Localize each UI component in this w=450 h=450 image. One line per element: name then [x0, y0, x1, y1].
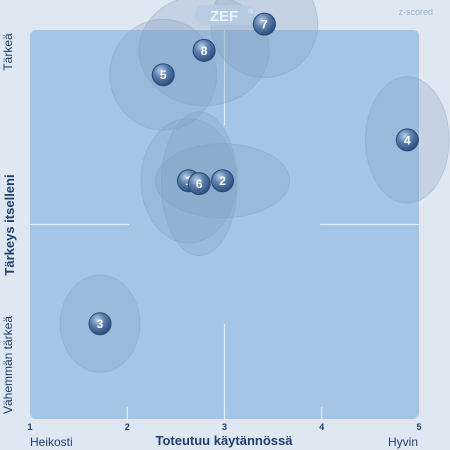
point-label: 2 — [219, 174, 226, 188]
x-tick-label: 4 — [319, 422, 324, 432]
point-marker — [395, 128, 419, 152]
point-marker — [252, 12, 276, 36]
data-point-5[interactable]: 5 — [151, 63, 175, 87]
point-label: 6 — [196, 177, 203, 191]
x-tick-label: 5 — [416, 422, 421, 432]
x-tick-label: 2 — [125, 422, 130, 432]
point-label: 4 — [404, 133, 411, 147]
logo-text: ZEF — [210, 8, 238, 25]
mode-label: z-scored — [398, 7, 433, 17]
data-point-8[interactable]: 8 — [192, 38, 216, 62]
x-tick-label: 3 — [222, 422, 227, 432]
x-low-label: Heikosti — [30, 435, 73, 449]
data-points: 12345678 — [88, 12, 419, 336]
point-marker — [192, 38, 216, 62]
y-low-label: Vähemmän tärkeä — [1, 316, 15, 414]
data-point-3[interactable]: 3 — [88, 312, 112, 336]
data-point-2[interactable]: 2 — [211, 169, 235, 193]
grid-lines — [30, 30, 419, 419]
plot-area — [30, 30, 419, 419]
point-marker — [151, 63, 175, 87]
point-label: 8 — [201, 44, 208, 58]
y-axis-title: Tärkeys itselleni — [2, 174, 17, 275]
x-tick-labels: 1 2 3 4 5 — [27, 422, 421, 432]
data-point-4[interactable]: 4 — [395, 128, 419, 152]
x-high-label: Hyvin — [388, 435, 418, 449]
point-marker — [88, 312, 112, 336]
logo-mark: ® — [248, 8, 254, 16]
point-label: 7 — [261, 18, 268, 32]
x-tick-label: 1 — [27, 422, 32, 432]
y-high-label: Tärkeä — [1, 33, 15, 71]
zef-logo: ZEF ® — [195, 5, 255, 25]
point-label: 3 — [97, 317, 104, 331]
x-axis-title: Toteutuu käytännössä — [155, 433, 293, 448]
data-point-6[interactable]: 6 — [187, 172, 211, 196]
data-point-7[interactable]: 7 — [252, 12, 276, 36]
point-label: 5 — [160, 68, 167, 82]
point-marker — [187, 172, 211, 196]
point-marker — [211, 169, 235, 193]
